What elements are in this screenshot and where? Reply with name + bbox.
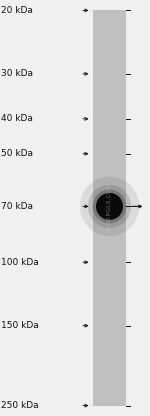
Bar (93, 10, 126, 406)
Ellipse shape (93, 190, 126, 223)
Ellipse shape (80, 177, 139, 236)
Text: 50 kDa: 50 kDa (1, 149, 33, 158)
Text: WWW.PGLS.COM: WWW.PGLS.COM (107, 182, 112, 234)
Text: 250 kDa: 250 kDa (1, 401, 38, 410)
Ellipse shape (96, 193, 123, 220)
Text: 40 kDa: 40 kDa (1, 114, 33, 124)
Text: 150 kDa: 150 kDa (1, 321, 39, 330)
Text: 20 kDa: 20 kDa (1, 6, 33, 15)
Ellipse shape (88, 185, 131, 228)
Text: 70 kDa: 70 kDa (1, 202, 33, 211)
Text: 100 kDa: 100 kDa (1, 258, 39, 267)
Text: 30 kDa: 30 kDa (1, 69, 33, 78)
